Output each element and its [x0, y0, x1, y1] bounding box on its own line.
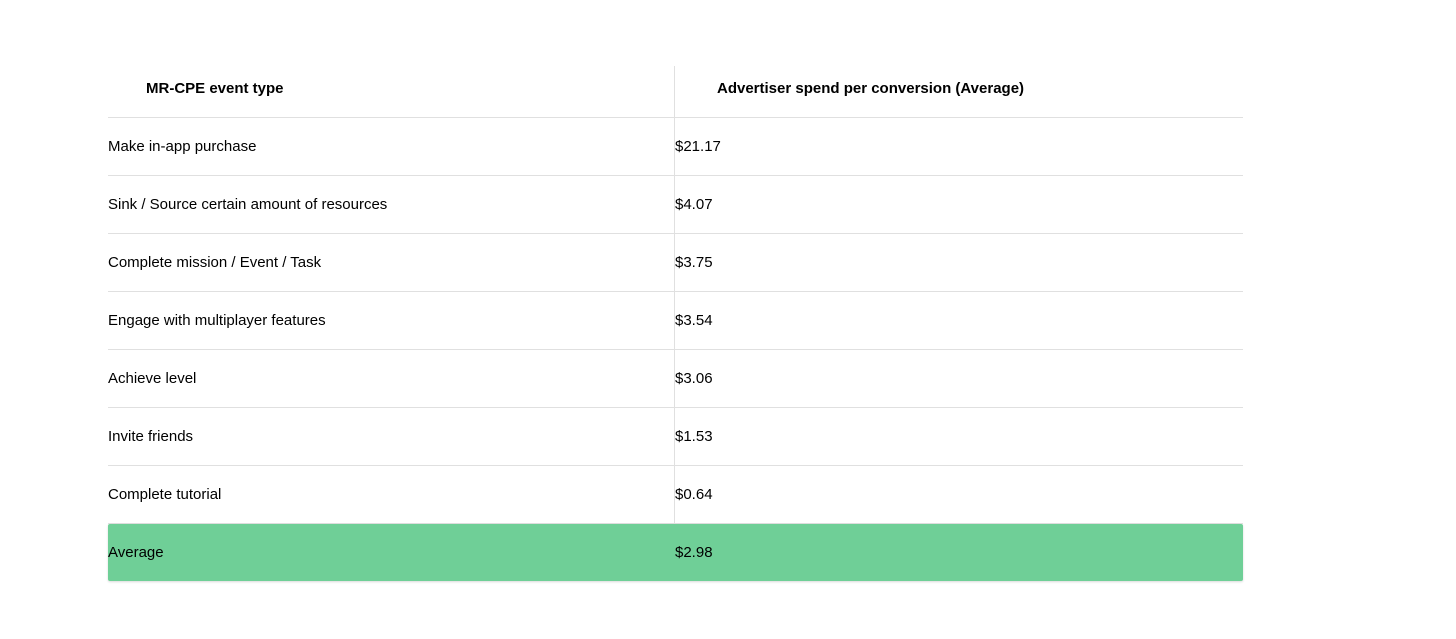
- table-row: Make in-app purchase $21.17: [108, 118, 1243, 176]
- event-type-cell: Engage with multiplayer features: [108, 292, 675, 349]
- table-header-row: MR-CPE event type Advertiser spend per c…: [108, 66, 1243, 118]
- spend-value-cell: $3.75: [675, 234, 1243, 291]
- summary-value-cell: $2.98: [675, 524, 1243, 581]
- table-row: Achieve level $3.06: [108, 350, 1243, 408]
- spend-value-cell: $21.17: [675, 118, 1243, 175]
- table-row: Complete mission / Event / Task $3.75: [108, 234, 1243, 292]
- event-type-cell: Invite friends: [108, 408, 675, 465]
- table-row: Invite friends $1.53: [108, 408, 1243, 466]
- spend-value-cell: $3.06: [675, 350, 1243, 407]
- column-header-spend: Advertiser spend per conversion (Average…: [675, 66, 1243, 117]
- spend-value-cell: $1.53: [675, 408, 1243, 465]
- spend-value-cell: $3.54: [675, 292, 1243, 349]
- table-row: Sink / Source certain amount of resource…: [108, 176, 1243, 234]
- event-type-cell: Complete mission / Event / Task: [108, 234, 675, 291]
- table-row: Complete tutorial $0.64: [108, 466, 1243, 524]
- spend-value-cell: $4.07: [675, 176, 1243, 233]
- event-type-cell: Complete tutorial: [108, 466, 675, 523]
- event-type-cell: Sink / Source certain amount of resource…: [108, 176, 675, 233]
- event-type-cell: Achieve level: [108, 350, 675, 407]
- event-type-cell: Make in-app purchase: [108, 118, 675, 175]
- column-header-event-type: MR-CPE event type: [108, 66, 675, 117]
- summary-label-cell: Average: [108, 524, 675, 581]
- spend-value-cell: $0.64: [675, 466, 1243, 523]
- table-summary-row: Average $2.98: [108, 524, 1243, 581]
- spend-per-conversion-table: MR-CPE event type Advertiser spend per c…: [108, 66, 1243, 581]
- table-row: Engage with multiplayer features $3.54: [108, 292, 1243, 350]
